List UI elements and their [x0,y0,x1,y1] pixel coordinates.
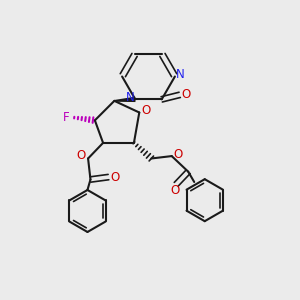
Text: N: N [176,68,185,82]
Text: F: F [62,111,69,124]
Text: O: O [110,171,120,184]
Text: O: O [174,148,183,161]
Text: O: O [77,149,86,162]
Text: O: O [170,184,179,197]
Polygon shape [114,97,136,102]
Text: O: O [141,104,151,118]
Text: O: O [182,88,191,101]
Text: N: N [125,92,134,104]
